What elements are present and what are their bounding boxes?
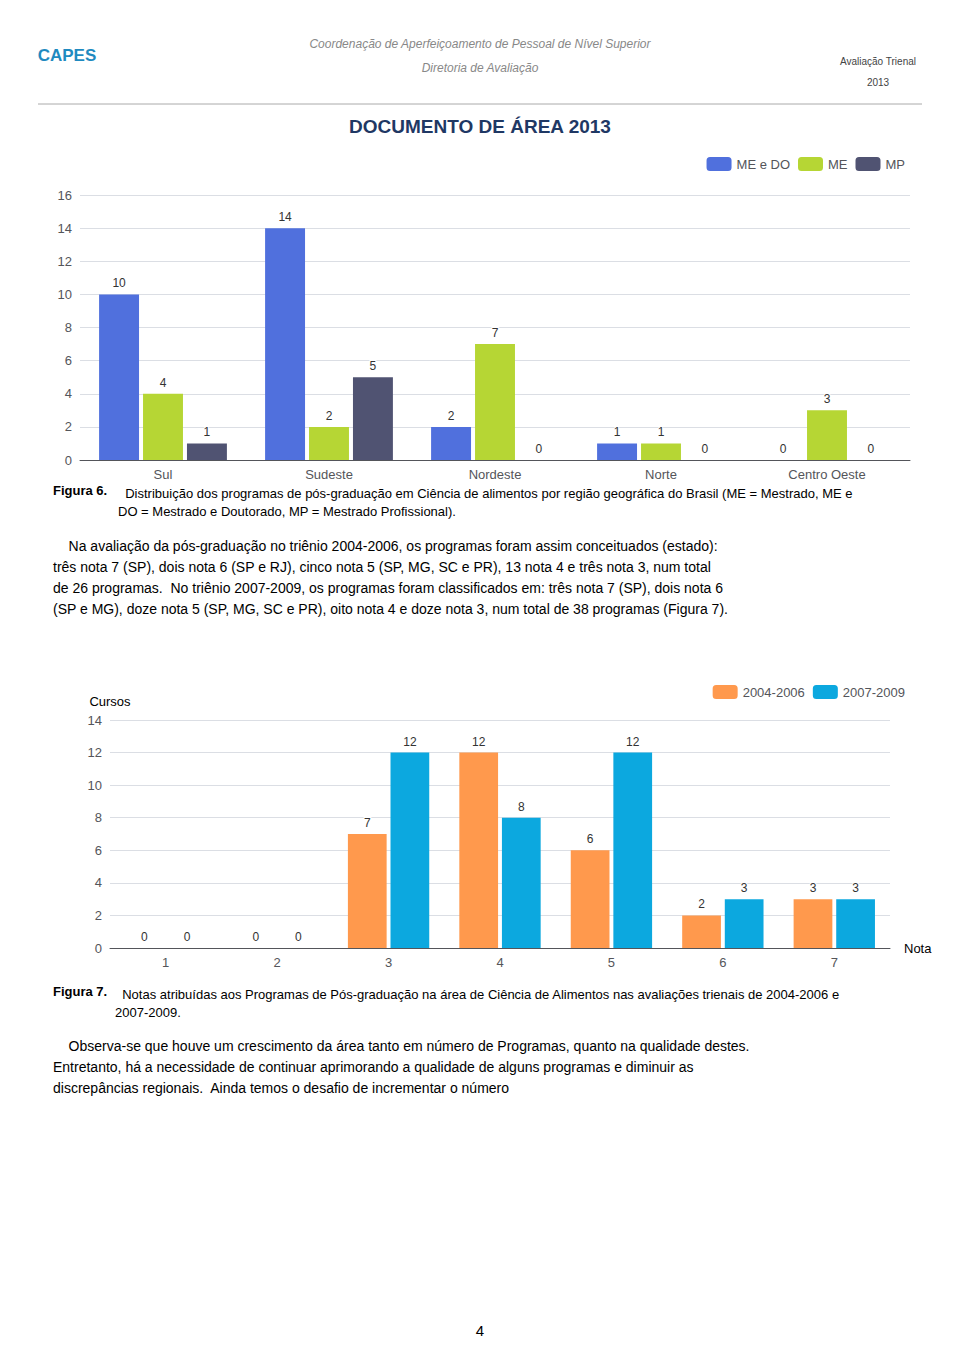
svg-text:4: 4 bbox=[65, 386, 72, 401]
svg-text:0: 0 bbox=[295, 930, 302, 944]
svg-text:12: 12 bbox=[472, 735, 486, 749]
svg-text:Cursos: Cursos bbox=[89, 694, 131, 709]
svg-text:8: 8 bbox=[95, 810, 102, 825]
svg-text:1: 1 bbox=[658, 425, 665, 439]
svg-text:Sudeste: Sudeste bbox=[305, 467, 353, 482]
svg-text:Figura 7.: Figura 7. bbox=[53, 984, 107, 999]
svg-text:0: 0 bbox=[536, 442, 543, 456]
svg-text:1: 1 bbox=[204, 425, 211, 439]
svg-text:7: 7 bbox=[492, 326, 499, 340]
svg-text:Figura 6.: Figura 6. bbox=[53, 483, 107, 498]
svg-text:Norte: Norte bbox=[645, 467, 677, 482]
svg-text:0: 0 bbox=[780, 442, 787, 456]
svg-text:12: 12 bbox=[626, 735, 640, 749]
svg-text:(SP e MG), doze nota 5 (SP, MG: (SP e MG), doze nota 5 (SP, MG, SC e PR)… bbox=[53, 601, 728, 617]
svg-text:6: 6 bbox=[719, 955, 726, 970]
svg-text:Avaliação Trienal: Avaliação Trienal bbox=[840, 56, 916, 67]
svg-text:2007-2009: 2007-2009 bbox=[843, 685, 905, 700]
svg-text:Diretoria de Avaliação: Diretoria de Avaliação bbox=[422, 61, 539, 75]
svg-text:Coordenação de Aperfeiçoamento: Coordenação de Aperfeiçoamento de Pessoa… bbox=[309, 37, 651, 51]
svg-text:5: 5 bbox=[608, 955, 615, 970]
svg-text:8: 8 bbox=[518, 800, 525, 814]
svg-text:8: 8 bbox=[65, 320, 72, 335]
svg-text:DOCUMENTO DE ÁREA 2013: DOCUMENTO DE ÁREA 2013 bbox=[349, 116, 611, 137]
svg-text:1: 1 bbox=[614, 425, 621, 439]
svg-text:ME: ME bbox=[828, 157, 848, 172]
svg-text:4: 4 bbox=[476, 1322, 484, 1339]
svg-text:Observa-se que houve um cresci: Observa-se que houve um crescimento da á… bbox=[53, 1038, 757, 1054]
svg-text:Notas atribuídas aos Programas: Notas atribuídas aos Programas de Pós-gr… bbox=[115, 987, 843, 1002]
svg-text:6: 6 bbox=[95, 843, 102, 858]
svg-text:0: 0 bbox=[252, 930, 259, 944]
svg-text:Distribuição dos programas de: Distribuição dos programas de pós-gradua… bbox=[118, 486, 856, 501]
svg-text:16: 16 bbox=[58, 188, 72, 203]
svg-text:Centro Oeste: Centro Oeste bbox=[788, 467, 865, 482]
svg-text:2: 2 bbox=[448, 409, 455, 423]
svg-text:14: 14 bbox=[88, 713, 102, 728]
svg-text:Entretanto, há a necessidade d: Entretanto, há a necessidade de continua… bbox=[53, 1059, 697, 1075]
svg-text:Nota: Nota bbox=[904, 941, 932, 956]
svg-text:2: 2 bbox=[95, 908, 102, 923]
svg-text:de 26 programas. No triênio 2: de 26 programas. No triênio 2007-2009, o… bbox=[53, 580, 727, 596]
svg-text:Nordeste: Nordeste bbox=[469, 467, 522, 482]
svg-text:Sul: Sul bbox=[154, 467, 173, 482]
svg-text:2: 2 bbox=[65, 419, 72, 434]
svg-text:0: 0 bbox=[868, 442, 875, 456]
svg-text:3: 3 bbox=[741, 881, 748, 895]
svg-text:7: 7 bbox=[364, 816, 371, 830]
svg-text:Na avaliação da pós-graduação: Na avaliação da pós-graduação no triênio… bbox=[53, 538, 722, 554]
svg-text:4: 4 bbox=[95, 875, 102, 890]
svg-text:0: 0 bbox=[141, 930, 148, 944]
svg-text:0: 0 bbox=[95, 941, 102, 956]
svg-text:12: 12 bbox=[58, 254, 72, 269]
svg-text:2: 2 bbox=[274, 955, 281, 970]
svg-text:2: 2 bbox=[326, 409, 333, 423]
svg-text:CAPES: CAPES bbox=[38, 46, 97, 65]
svg-text:10: 10 bbox=[112, 276, 126, 290]
svg-text:6: 6 bbox=[587, 832, 594, 846]
svg-text:3: 3 bbox=[852, 881, 859, 895]
svg-text:MP: MP bbox=[886, 157, 906, 172]
svg-text:5: 5 bbox=[370, 359, 377, 373]
svg-text:10: 10 bbox=[58, 287, 72, 302]
svg-text:4: 4 bbox=[496, 955, 503, 970]
svg-text:3: 3 bbox=[824, 392, 831, 406]
svg-text:4: 4 bbox=[160, 376, 167, 390]
svg-text:3: 3 bbox=[385, 955, 392, 970]
svg-text:2004-2006: 2004-2006 bbox=[743, 685, 805, 700]
svg-text:três nota 7 (SP), dois nota 6: três nota 7 (SP), dois nota 6 (SP e RJ),… bbox=[53, 559, 715, 575]
svg-text:0: 0 bbox=[702, 442, 709, 456]
svg-text:2007-2009.: 2007-2009. bbox=[115, 1005, 181, 1020]
svg-text:2013: 2013 bbox=[867, 77, 890, 88]
svg-text:10: 10 bbox=[88, 778, 102, 793]
svg-text:2: 2 bbox=[698, 897, 705, 911]
svg-text:7: 7 bbox=[831, 955, 838, 970]
svg-text:14: 14 bbox=[58, 221, 72, 236]
svg-text:12: 12 bbox=[88, 745, 102, 760]
svg-text:0: 0 bbox=[65, 453, 72, 468]
svg-text:12: 12 bbox=[403, 735, 417, 749]
svg-text:14: 14 bbox=[278, 210, 292, 224]
svg-text:ME e DO: ME e DO bbox=[737, 157, 790, 172]
svg-text:DO = Mestrado e Doutorado, MP: DO = Mestrado e Doutorado, MP = Mestrado… bbox=[118, 504, 456, 519]
svg-text:3: 3 bbox=[810, 881, 817, 895]
svg-text:0: 0 bbox=[184, 930, 191, 944]
svg-text:discrepâncias regionais. Aind: discrepâncias regionais. Ainda temos o d… bbox=[53, 1080, 509, 1096]
svg-text:6: 6 bbox=[65, 353, 72, 368]
svg-text:1: 1 bbox=[162, 955, 169, 970]
